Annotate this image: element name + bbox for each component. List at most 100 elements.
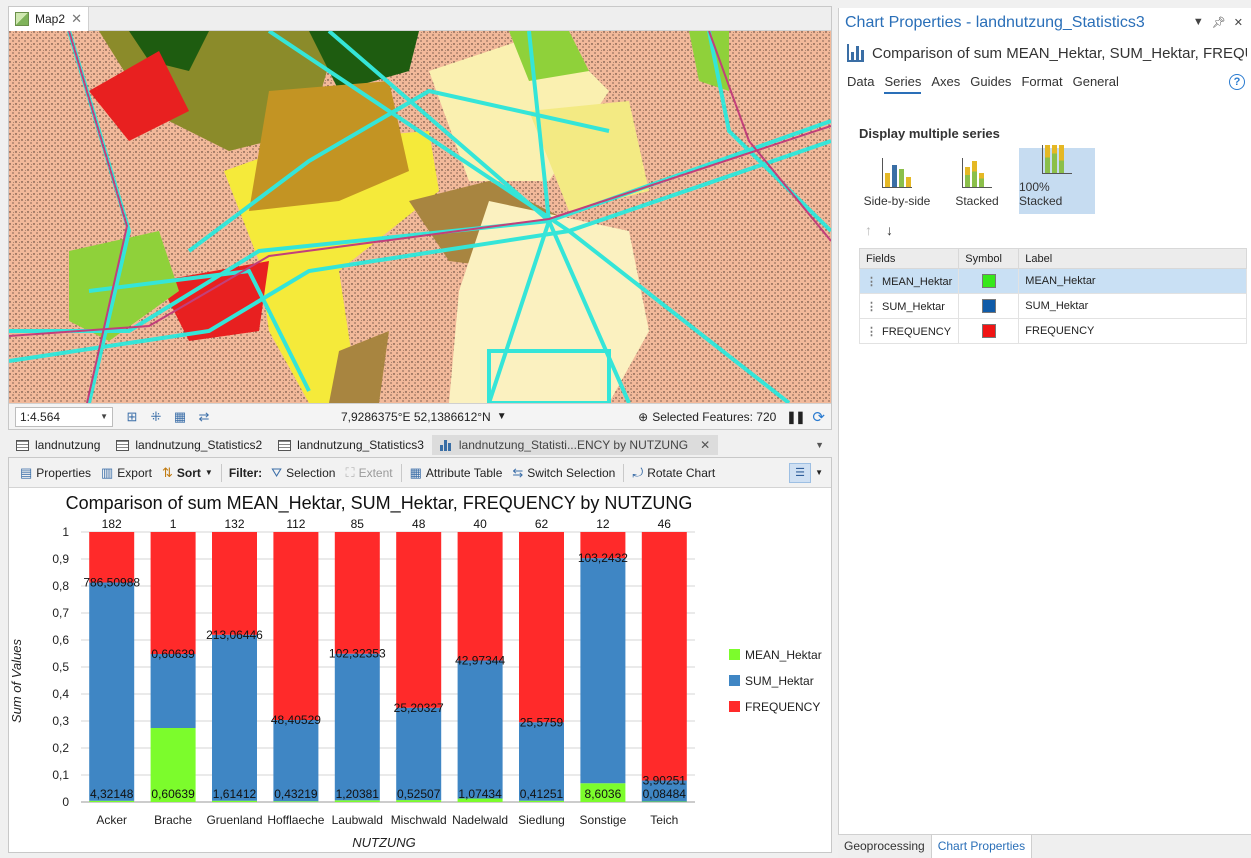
tab-general[interactable]: General — [1072, 74, 1119, 89]
field-name: SUM_Hektar — [882, 300, 945, 313]
tab-axes[interactable]: Axes — [931, 74, 961, 89]
data-label: 62 — [535, 517, 549, 531]
chart-labels: 4,32148 786,50988 182 Acker 0,60639 0,60639 1 B… — [83, 517, 686, 827]
section-label: Display multiple series — [859, 126, 1000, 141]
selection-filter-button[interactable]: ⛛ Selection — [266, 461, 340, 485]
chevron-down-icon[interactable]: ▼ — [496, 411, 507, 422]
properties-button[interactable]: ▤ Properties — [15, 461, 96, 485]
arrow-up-icon[interactable]: ↑ — [865, 222, 872, 238]
grid-snap-icon[interactable]: ⁜ — [150, 408, 162, 424]
legend-swatch — [729, 675, 740, 686]
drag-handle-icon[interactable]: ⋮ — [866, 275, 877, 288]
properties-label: Properties — [36, 465, 91, 480]
tab-guides[interactable]: Guides — [970, 74, 1012, 89]
symbol-cell[interactable] — [958, 268, 1020, 294]
tab-statistics2[interactable]: landnutzung_Statistics2 — [108, 435, 270, 455]
label-cell[interactable]: SUM_Hektar — [1018, 293, 1247, 319]
data-label: 46 — [658, 517, 672, 531]
extent-filter-button[interactable]: ⛶ Extent — [340, 461, 397, 485]
properties-icon: ▤ — [20, 464, 33, 480]
data-label: 48,40529 — [271, 713, 321, 727]
reorder-arrows: ↑ ↓ — [865, 222, 893, 238]
pause-icon[interactable]: ❚❚ — [786, 409, 805, 424]
chevron-down-icon[interactable]: ▼ — [815, 468, 823, 477]
bar-segment-mean-hektar — [334, 800, 380, 802]
map-icon — [15, 12, 29, 26]
map-tab[interactable]: Map2 ✕ — [9, 7, 89, 31]
map-drawing — [9, 31, 831, 403]
map-canvas[interactable] — [9, 31, 831, 403]
col-symbol[interactable]: Symbol — [958, 248, 1020, 269]
label-cell[interactable]: FREQUENCY — [1018, 318, 1247, 344]
table-row[interactable]: ⋮ FREQUENCY FREQUENCY — [858, 318, 1247, 344]
sort-label: Sort — [176, 465, 201, 480]
chart-pane: ▤ Properties ▥ Export ⇅ Sort ▼ Filter: ⛛… — [8, 457, 832, 853]
bar-chart-icon — [847, 44, 864, 62]
drag-handle-icon[interactable]: ⋮ — [866, 300, 877, 313]
pin-icon[interactable]: 📌︎ — [1211, 17, 1226, 29]
data-label: 786,50988 — [83, 576, 140, 590]
col-fields[interactable]: Fields — [858, 248, 960, 269]
road-lines — [9, 31, 831, 403]
legend-label: FREQUENCY — [745, 700, 820, 714]
y-tick-label: 0,5 — [52, 660, 69, 674]
color-swatch[interactable] — [981, 324, 996, 338]
col-label[interactable]: Label — [1018, 248, 1247, 269]
tab-landnutzung[interactable]: landnutzung — [8, 435, 108, 455]
close-icon[interactable]: ✕ — [71, 11, 82, 26]
navigation-icon[interactable]: ⇄ — [198, 408, 210, 424]
color-swatch[interactable] — [981, 299, 996, 313]
drag-handle-icon[interactable]: ⋮ — [866, 325, 877, 338]
tab-format[interactable]: Format — [1021, 74, 1063, 89]
color-swatch[interactable] — [981, 274, 996, 288]
side-by-side-button[interactable]: Side-by-side — [859, 148, 935, 214]
y-tick-label: 0,6 — [52, 633, 69, 647]
help-icon[interactable]: ? — [1229, 74, 1245, 90]
legend-label: MEAN_Hektar — [745, 648, 822, 662]
tab-data[interactable]: Data — [847, 74, 875, 89]
data-label: 132 — [224, 517, 244, 531]
x-tick-label: Teich — [650, 813, 678, 827]
menu-list-icon[interactable]: ☰ — [789, 462, 812, 483]
close-icon[interactable]: ✕ — [1233, 17, 1243, 29]
fixed-scale-icon[interactable]: ⊞ — [126, 408, 138, 424]
data-label: 40 — [473, 517, 487, 531]
export-label: Export — [117, 465, 152, 480]
symbol-cell[interactable] — [958, 318, 1020, 344]
stacked-100-label: 100% Stacked — [1019, 180, 1063, 208]
rotate-chart-label: Rotate Chart — [647, 465, 716, 480]
stacked-button[interactable]: Stacked — [939, 148, 1015, 214]
tab-series[interactable]: Series — [884, 74, 922, 94]
tab-chart-properties[interactable]: Chart Properties — [930, 835, 1033, 858]
symbol-cell[interactable] — [958, 293, 1020, 319]
attribute-table-button[interactable]: ▦ Attribute Table — [405, 461, 508, 485]
rotate-icon: ⤾ — [632, 464, 644, 480]
table-row[interactable]: ⋮ SUM_Hektar SUM_Hektar — [858, 293, 1247, 319]
tab-chart[interactable]: landnutzung_Statisti...ENCY by NUTZUNG ✕ — [431, 435, 719, 455]
chevron-down-icon[interactable]: ▼ — [815, 440, 824, 450]
scale-dropdown[interactable]: 1:4.564 ▼ — [15, 406, 113, 427]
stacked-100-button[interactable]: 100% Stacked — [1019, 145, 1095, 214]
table-row[interactable]: ⋮ MEAN_Hektar MEAN_Hektar — [858, 268, 1247, 294]
label-cell[interactable]: MEAN_Hektar — [1018, 268, 1247, 294]
export-button[interactable]: ▥ Export — [96, 461, 157, 485]
switch-selection-button[interactable]: ⇆ Switch Selection — [507, 461, 620, 485]
rotate-chart-button[interactable]: ⤾ Rotate Chart — [627, 461, 720, 485]
bar-segment-frequency — [150, 532, 196, 655]
tab-geoprocessing[interactable]: Geoprocessing — [844, 839, 925, 853]
sort-button[interactable]: ⇅ Sort ▼ — [157, 461, 218, 485]
tab-statistics3[interactable]: landnutzung_Statistics3 — [270, 435, 432, 455]
table-grid-icon[interactable]: ▦ — [173, 408, 187, 424]
bar-segment-frequency — [580, 532, 626, 559]
bar-segment-sum-hektar — [89, 582, 135, 801]
legend-swatch — [729, 649, 740, 660]
chevron-down-icon[interactable]: ▼ — [1192, 16, 1204, 28]
selected-features[interactable]: ⊕ Selected Features: 720 — [638, 410, 776, 424]
stacked-bar-chart: Comparison of sum MEAN_Hektar, SUM_Hekta… — [9, 493, 822, 850]
y-tick-label: 0,2 — [52, 741, 69, 755]
close-icon[interactable]: ✕ — [700, 438, 711, 452]
arrow-down-icon[interactable]: ↓ — [886, 222, 893, 238]
refresh-icon[interactable]: ⟳ — [812, 408, 825, 426]
data-label: 0,60639 — [151, 647, 195, 661]
